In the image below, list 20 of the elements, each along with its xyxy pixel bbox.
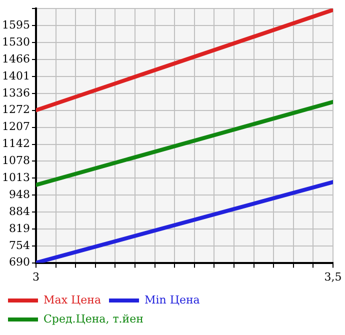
y-tick-label: 884 (8, 204, 30, 218)
legend-label: Max Цена (44, 293, 102, 306)
y-tick-label: 1530 (2, 36, 30, 49)
y-tick-label: 1336 (2, 86, 30, 100)
legend-label: Сред.Цена, т.йен (44, 312, 144, 326)
y-tick-label: 754 (8, 238, 30, 252)
y-tick-label: 1272 (2, 103, 30, 116)
y-tick-label: 690 (8, 256, 30, 269)
x-tick-label: 3,5 (324, 270, 342, 284)
y-tick-label: 948 (8, 188, 30, 202)
y-tick-label: 1595 (2, 18, 30, 32)
y-tick-label: 1013 (2, 171, 30, 184)
y-tick-label: 1401 (2, 69, 30, 82)
y-tick-label: 1466 (2, 52, 30, 66)
legend-label: Min Цена (144, 293, 200, 306)
x-tick-label: 3 (32, 270, 40, 284)
y-tick-label: 1207 (2, 120, 30, 134)
y-tick-label: 819 (8, 222, 30, 235)
y-tick-label: 1142 (2, 137, 30, 150)
y-tick-label: 1078 (2, 154, 30, 167)
